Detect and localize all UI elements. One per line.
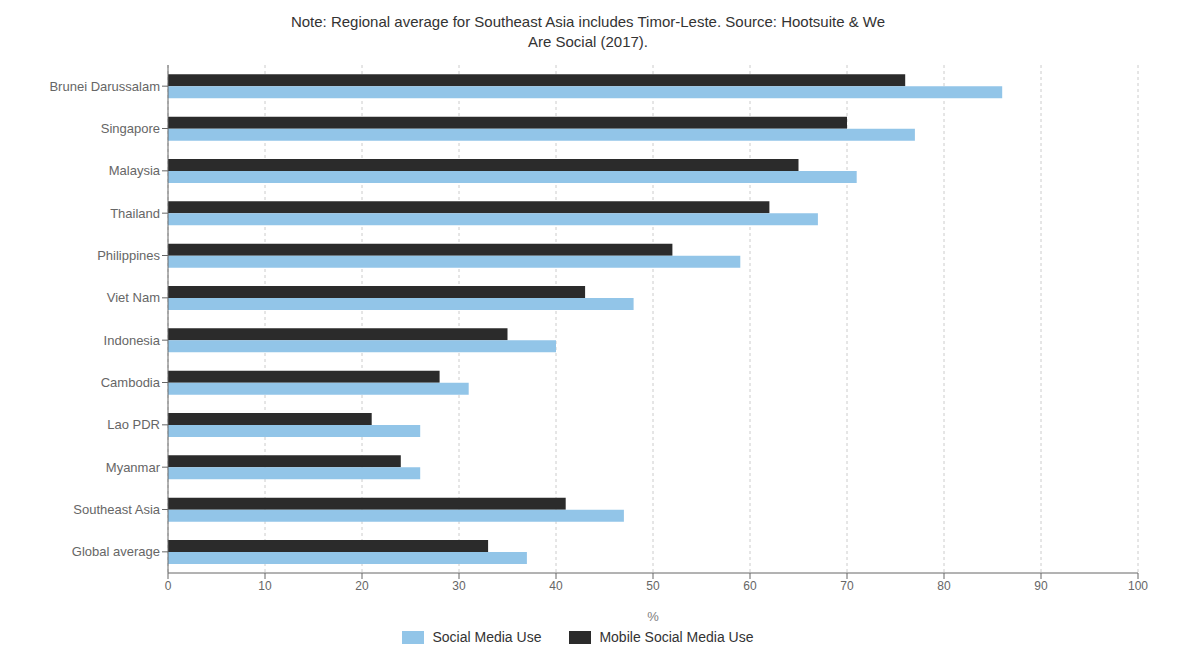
html-text:Social Media Use: Social Media Use [432,629,542,645]
svg-text:Myanmar: Myanmar [106,460,161,475]
svg-text:Singapore: Singapore [101,121,160,136]
svg-text:Indonesia: Indonesia [104,333,161,348]
svg-text:Malaysia: Malaysia [109,163,161,178]
svg-text:Lao PDR: Lao PDR [107,417,160,432]
svg-text:Cambodia: Cambodia [101,375,161,390]
svg-text:0: 0 [165,579,172,593]
svg-text:%: % [647,609,659,624]
html-text:Note: Regional average for Sou: Note: Regional average for Southeast Asi… [290,13,886,30]
svg-text:30: 30 [452,579,466,593]
svg-text:60: 60 [743,579,757,593]
svg-text:Viet Nam: Viet Nam [107,290,160,305]
svg-text:80: 80 [937,579,951,593]
svg-text:Brunei Darussalam: Brunei Darussalam [49,79,160,94]
svg-text:Thailand: Thailand [110,206,160,221]
svg-text:70: 70 [840,579,854,593]
svg-text:Southeast Asia: Southeast Asia [73,502,160,517]
svg-text:90: 90 [1034,579,1048,593]
svg-text:Global average: Global average [72,544,160,559]
svg-text:50: 50 [646,579,660,593]
svg-text:100: 100 [1128,579,1148,593]
html-text:Are Social (2017).: Are Social (2017). [528,33,648,50]
svg-text:Philippines: Philippines [97,248,160,263]
svg-text:40: 40 [549,579,563,593]
html-text:Mobile Social Media Use: Mobile Social Media Use [599,629,754,645]
svg-text:20: 20 [355,579,369,593]
svg-text:10: 10 [258,579,272,593]
